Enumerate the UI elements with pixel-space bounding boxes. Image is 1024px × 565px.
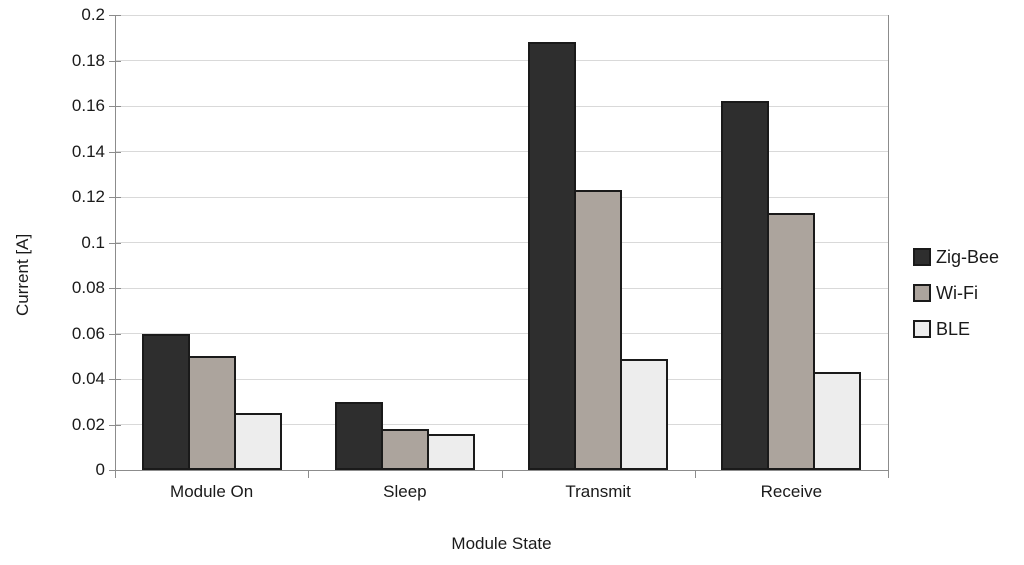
y-tick-label: 0.2	[81, 5, 105, 24]
y-gridline	[115, 287, 888, 289]
bar-wi-fi-module-on	[187, 356, 236, 470]
legend-label: BLE	[936, 319, 971, 339]
bar-group-transmit	[502, 15, 695, 470]
plot-right-border	[888, 15, 889, 478]
bar-zig-bee-receive	[721, 101, 770, 470]
bar-group-receive	[695, 15, 888, 470]
legend-swatch-ble	[913, 320, 931, 338]
y-tick-label: 0.16	[71, 96, 105, 115]
y-tick-label: 0.1	[81, 232, 105, 252]
y-gridline	[115, 196, 888, 198]
y-tick-mark	[109, 470, 121, 471]
x-tick-mark	[501, 470, 503, 478]
y-tick-mark	[109, 197, 121, 198]
bar-zig-bee-transmit	[528, 42, 577, 470]
y-tick-label: 0.12	[71, 187, 105, 206]
y-gridline	[115, 105, 888, 107]
y-tick-label: 0.06	[71, 323, 105, 343]
x-tick-mark	[694, 470, 696, 478]
bar-wi-fi-transmit	[574, 190, 623, 470]
y-tick-label: 0.08	[71, 278, 105, 297]
bar-group-sleep	[308, 15, 501, 470]
legend-label: Zig-Bee	[936, 247, 1000, 267]
y-gridline	[115, 14, 888, 16]
bar-ble-receive	[813, 372, 862, 470]
legend-label: Wi-Fi	[936, 283, 978, 303]
y-tick-label: 0.04	[71, 369, 105, 388]
y-tick-mark	[109, 60, 121, 62]
x-axis-line	[109, 470, 889, 471]
y-gridline	[115, 151, 888, 152]
y-tick-mark	[109, 242, 121, 244]
category-label: Transmit	[565, 482, 631, 501]
legend-swatch-zig-bee	[913, 248, 931, 266]
legend-item-zig-bee: Zig-Bee	[913, 246, 999, 268]
category-label: Module On	[170, 482, 254, 501]
plot-area	[115, 14, 888, 470]
y-gridline	[115, 242, 888, 243]
bar-wi-fi-receive	[767, 212, 816, 470]
y-tick-label: 0.02	[71, 414, 105, 434]
bar-group-module-on	[115, 15, 308, 470]
legend-item-ble: BLE	[913, 318, 999, 340]
bar-wi-fi-sleep	[380, 429, 429, 470]
y-tick-label: 0	[95, 460, 105, 479]
legend-swatch-wi-fi	[913, 284, 931, 302]
y-tick-mark	[109, 151, 121, 153]
y-tick-label: 0.18	[71, 50, 105, 70]
x-axis-title: Module State	[451, 534, 552, 553]
category-label: Sleep	[383, 482, 427, 501]
y-tick-mark	[109, 106, 121, 107]
x-tick-mark	[308, 470, 310, 478]
category-label: Receive	[760, 482, 823, 501]
y-tick-mark	[109, 333, 121, 335]
bar-zig-bee-sleep	[334, 401, 383, 470]
y-gridline	[115, 333, 888, 334]
legend-item-wi-fi: Wi-Fi	[913, 282, 999, 304]
y-gridline	[115, 378, 888, 380]
bar-ble-transmit	[620, 358, 669, 470]
y-gridline	[115, 424, 888, 425]
y-tick-mark	[109, 379, 121, 380]
bar-ble-sleep	[426, 433, 475, 470]
bar-ble-module-on	[233, 413, 282, 470]
y-tick-label: 0.14	[71, 141, 105, 161]
bar-zig-bee-module-on	[141, 333, 190, 470]
y-tick-mark	[109, 424, 121, 426]
y-tick-mark	[109, 15, 121, 16]
y-axis-line	[115, 15, 116, 478]
legend: Zig-Bee Wi-Fi BLE	[913, 246, 999, 354]
y-gridline	[115, 60, 888, 61]
y-tick-mark	[109, 288, 121, 289]
